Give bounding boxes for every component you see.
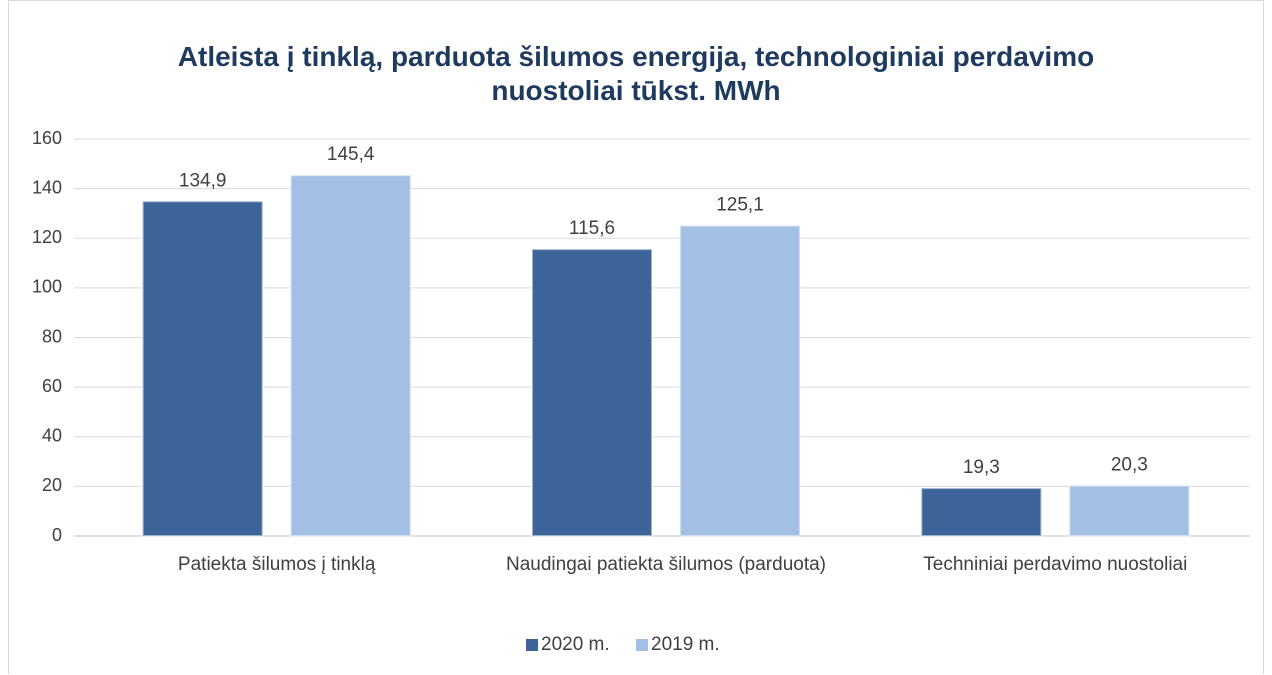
- data-label: 20,3: [1111, 455, 1148, 476]
- y-tick-label: 60: [42, 376, 62, 396]
- y-tick-label: 0: [52, 525, 62, 545]
- y-tick-label: 40: [42, 426, 62, 446]
- data-label: 125,1: [716, 195, 764, 216]
- y-tick-label: 160: [32, 128, 62, 148]
- bar: [1068, 484, 1191, 537]
- x-tick-label: Naudingai patiekta šilumos (parduota): [505, 554, 826, 575]
- data-label: 134,9: [179, 170, 227, 191]
- legend-label: 2019 m.: [651, 634, 720, 655]
- data-label: 19,3: [963, 457, 1000, 478]
- x-tick-label: Techniniai perdavimo nuostoliai: [923, 554, 1188, 575]
- y-tick-label: 120: [32, 227, 62, 247]
- data-label: 145,4: [327, 144, 375, 165]
- y-tick-label: 100: [32, 277, 62, 297]
- legend-marker: [526, 639, 538, 651]
- bar: [141, 200, 264, 537]
- y-tick-label: 140: [32, 177, 62, 197]
- bar: [289, 174, 412, 537]
- legend-marker: [636, 639, 648, 651]
- bar: [679, 224, 801, 538]
- data-label: 115,6: [569, 218, 615, 239]
- legend-label: 2020 m.: [541, 634, 610, 655]
- y-tick-label: 80: [42, 326, 62, 346]
- bar: [531, 248, 653, 537]
- bar: [920, 487, 1043, 538]
- chart-frame: [8, 0, 1264, 674]
- x-tick-label: Patiekta šilumos į tinklą: [177, 554, 376, 575]
- y-tick-label: 20: [42, 475, 62, 495]
- chart-title: Atleista į tinklą, parduota šilumos ener…: [177, 41, 1095, 106]
